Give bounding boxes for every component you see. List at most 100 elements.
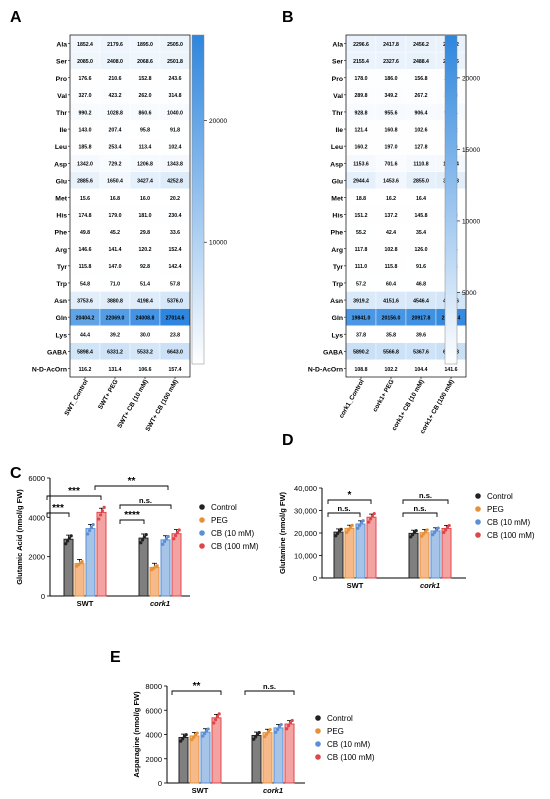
- data-point: [279, 722, 283, 727]
- colorbar-tick-label: 5000: [462, 290, 477, 297]
- legend-label: CB (10 mM): [211, 529, 254, 538]
- heatmap-cell-value: 2408.0: [107, 59, 123, 65]
- heatmap-cell-value: 106.6: [139, 367, 152, 373]
- heatmap-row-label: Val: [57, 93, 67, 100]
- x-category-label: cork1: [263, 786, 283, 795]
- data-point: [175, 530, 179, 535]
- heatmap-column-label: cork1+ CB (10 mM): [391, 379, 426, 432]
- heatmap-row-label: His: [56, 213, 67, 220]
- bar-cb-100-mm-: [96, 511, 107, 597]
- data-point: [164, 537, 168, 541]
- heatmap-cell-value: 5376.0: [167, 298, 183, 304]
- heatmap-cell-value: 179.0: [109, 213, 122, 219]
- heatmap-cell-value: 178.0: [355, 76, 368, 82]
- heatmap-row-label: Pro: [56, 76, 67, 83]
- data-point: [102, 505, 106, 509]
- data-point: [420, 534, 424, 538]
- heatmap-column-label: SWT_Control: [63, 378, 89, 417]
- y-tick-label: 4000: [28, 513, 45, 522]
- heatmap-cell-value: 1852.4: [77, 42, 93, 48]
- bar-cb-10-mm-: [430, 530, 441, 579]
- panel-label-D: D: [282, 432, 294, 449]
- data-point: [345, 530, 349, 534]
- y-tick-label: 2000: [28, 553, 45, 562]
- heatmap-cell-value: 2885.6: [77, 179, 93, 185]
- heatmap-cell-value: 1206.8: [137, 162, 153, 168]
- colorbar-tick-label: 10000: [462, 218, 480, 225]
- legend-label: PEG: [327, 727, 344, 736]
- bar-control: [138, 537, 149, 597]
- data-point: [358, 524, 362, 528]
- heatmap-cell-value: 51.4: [140, 281, 150, 287]
- bracket-e1: [171, 690, 222, 695]
- legend-marker: [199, 530, 205, 536]
- bracket-d4: [402, 499, 449, 504]
- heatmap-column-label: SWT+ CB (100 mM): [144, 379, 179, 433]
- heatmap-cell-value: 701.6: [385, 162, 398, 168]
- heatmap-cell-value: 210.6: [109, 76, 122, 82]
- heatmap-cell-value: 955.6: [385, 110, 398, 116]
- heatmap-cell-value: 44.4: [80, 333, 90, 339]
- bracket-d3: [402, 512, 438, 517]
- data-point: [172, 537, 176, 541]
- heatmap-cell-value: 102.8: [385, 247, 398, 253]
- heatmap-cell-value: 1453.6: [383, 179, 399, 185]
- legend-label: PEG: [487, 505, 504, 514]
- heatmap-cell-value: 147.0: [109, 264, 122, 270]
- heatmap-cell-value: 207.4: [109, 127, 122, 133]
- y-tick-label: 8000: [145, 682, 162, 691]
- y-axis-label: Glutamine (nmol/g FW): [278, 491, 287, 574]
- heatmap-cell-value: 104.4: [415, 367, 428, 373]
- bar-cb-100-mm-: [366, 516, 377, 579]
- heatmap-cell-value: 141.6: [445, 367, 458, 373]
- heatmap-row-label: Tyr: [57, 264, 67, 271]
- data-point: [190, 738, 194, 742]
- bracket-c2: [46, 495, 102, 500]
- data-point: [80, 560, 84, 564]
- heatmap-cell-value: 37.8: [356, 333, 366, 339]
- x-category-label: cork1: [150, 599, 170, 608]
- heatmap-cell-value: 102.4: [169, 144, 182, 150]
- legend-marker: [475, 519, 481, 525]
- y-tick-label: 2000: [145, 755, 162, 764]
- legend-marker: [475, 532, 481, 538]
- data-point: [433, 530, 437, 534]
- data-point: [181, 737, 185, 741]
- heatmap-cell-value: 1110.8: [413, 162, 428, 168]
- heatmap-cell-value: 49.8: [80, 230, 90, 236]
- data-point: [192, 735, 196, 739]
- heatmap-cell-value: 1650.4: [107, 179, 123, 185]
- bracket-c5: [94, 485, 169, 490]
- heatmap-cell-value: 102.2: [385, 367, 398, 373]
- data-point: [339, 527, 343, 531]
- data-point: [66, 539, 70, 543]
- x-category-label: cork1: [420, 581, 440, 590]
- bar-control: [251, 734, 262, 784]
- heatmap-cell-value: 57.2: [356, 281, 366, 287]
- data-point: [447, 523, 451, 528]
- heatmap-row-label: Ala: [56, 42, 67, 49]
- y-tick-label: 10,000: [294, 552, 317, 561]
- y-tick-label: 20,000: [294, 529, 317, 538]
- data-point: [174, 534, 178, 538]
- heatmap-cell-value: 176.6: [79, 76, 92, 82]
- data-point: [89, 525, 93, 529]
- heatmap-row-label: GABA: [323, 349, 343, 356]
- heatmap-column-label: cork1_Control: [338, 378, 366, 419]
- heatmap-cell-value: 2501.8: [167, 59, 183, 65]
- bar-cb-10-mm-: [160, 539, 171, 597]
- heatmap-row-label: Ser: [332, 59, 343, 66]
- y-tick-label: 0: [313, 574, 317, 583]
- bar-peg: [344, 527, 355, 579]
- legend-label: CB (100 mM): [487, 531, 535, 540]
- data-point: [203, 732, 207, 736]
- heatmap-cell-value: 137.2: [385, 213, 398, 219]
- heatmap-row-label: Met: [55, 195, 67, 202]
- data-point: [254, 735, 258, 739]
- legend-marker: [315, 754, 321, 760]
- heatmap-cell-value: 3427.4: [137, 179, 153, 185]
- heatmap-cell-value: 2327.6: [383, 59, 399, 65]
- heatmap-cell-value: 3880.8: [107, 298, 123, 304]
- heatmap-cell-value: 2296.6: [353, 42, 369, 48]
- data-point: [215, 714, 219, 719]
